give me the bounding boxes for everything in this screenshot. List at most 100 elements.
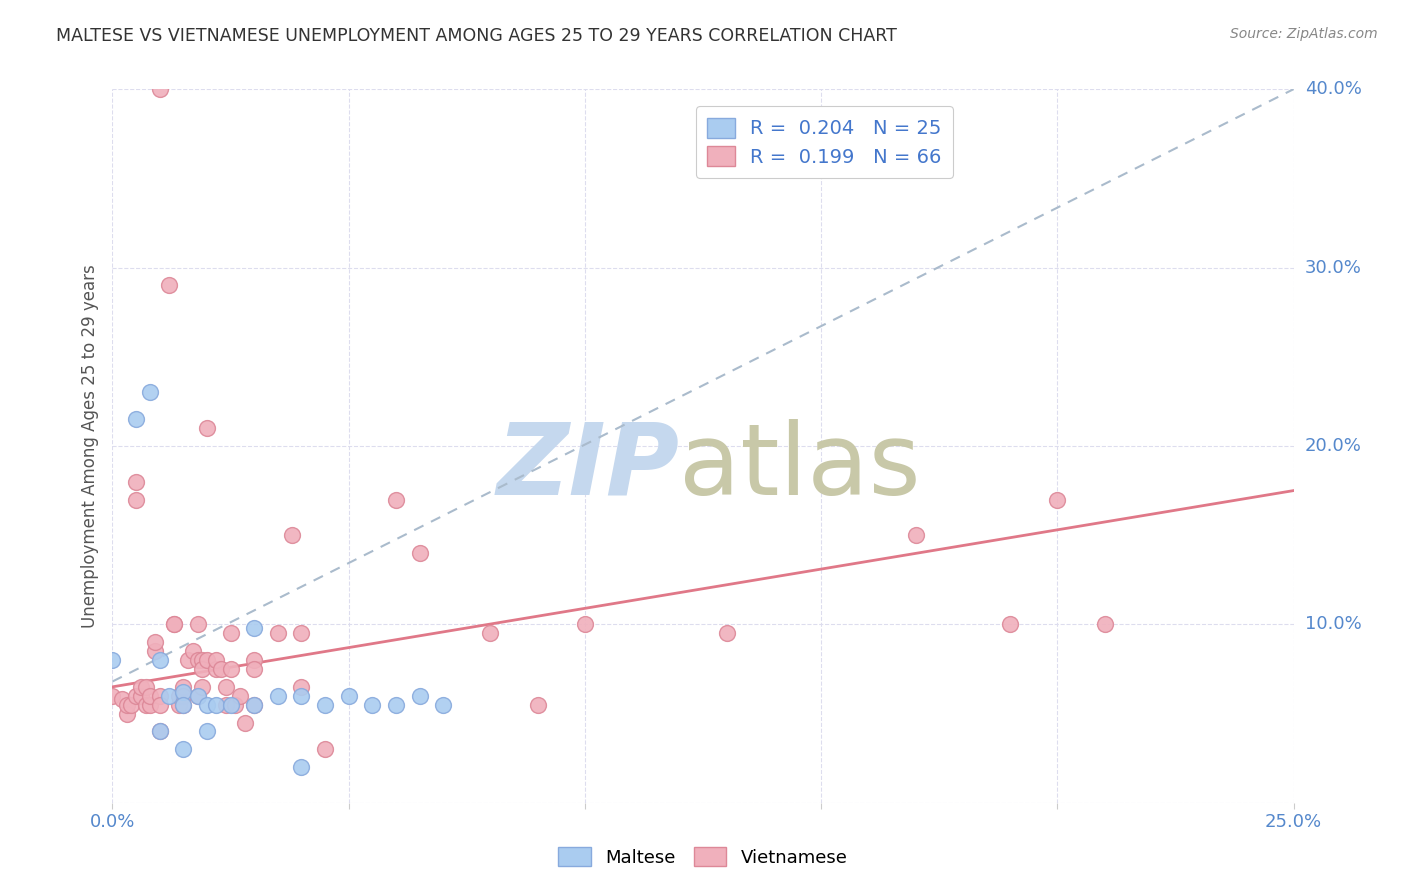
- Point: [337, 689, 360, 703]
- Point: [205, 698, 228, 712]
- Point: [167, 698, 190, 712]
- Point: [281, 528, 304, 542]
- Point: [290, 689, 312, 703]
- Point: [205, 653, 228, 667]
- Point: [120, 698, 142, 712]
- Point: [195, 698, 218, 712]
- Point: [125, 412, 148, 426]
- Text: Source: ZipAtlas.com: Source: ZipAtlas.com: [1230, 27, 1378, 41]
- Point: [290, 680, 312, 694]
- Point: [385, 492, 408, 507]
- Point: [408, 689, 430, 703]
- Point: [149, 82, 172, 96]
- Point: [243, 698, 266, 712]
- Point: [101, 689, 124, 703]
- Point: [229, 689, 252, 703]
- Point: [361, 698, 384, 712]
- Point: [172, 680, 194, 694]
- Point: [479, 626, 502, 640]
- Point: [139, 698, 162, 712]
- Point: [219, 662, 242, 676]
- Point: [172, 698, 194, 712]
- Point: [186, 689, 208, 703]
- Y-axis label: Unemployment Among Ages 25 to 29 years: Unemployment Among Ages 25 to 29 years: [80, 264, 98, 628]
- Point: [129, 689, 152, 703]
- Point: [129, 680, 152, 694]
- Point: [267, 626, 290, 640]
- Point: [186, 653, 208, 667]
- Point: [167, 689, 190, 703]
- Point: [149, 724, 172, 739]
- Point: [135, 680, 157, 694]
- Text: ZIP: ZIP: [496, 419, 679, 516]
- Point: [149, 689, 172, 703]
- Text: 40.0%: 40.0%: [1305, 80, 1361, 98]
- Point: [526, 698, 548, 712]
- Point: [139, 689, 162, 703]
- Legend: Maltese, Vietnamese: Maltese, Vietnamese: [551, 840, 855, 874]
- Point: [125, 475, 148, 489]
- Text: 30.0%: 30.0%: [1305, 259, 1361, 277]
- Point: [101, 653, 124, 667]
- Point: [157, 278, 180, 293]
- Point: [149, 724, 172, 739]
- Point: [1046, 492, 1069, 507]
- Point: [163, 617, 186, 632]
- Point: [998, 617, 1021, 632]
- Text: 20.0%: 20.0%: [1305, 437, 1361, 455]
- Point: [243, 621, 266, 635]
- Point: [408, 546, 430, 560]
- Point: [314, 742, 336, 756]
- Point: [149, 653, 172, 667]
- Point: [125, 492, 148, 507]
- Point: [233, 715, 256, 730]
- Text: atlas: atlas: [679, 419, 921, 516]
- Point: [181, 644, 204, 658]
- Point: [716, 626, 738, 640]
- Point: [172, 742, 194, 756]
- Point: [314, 698, 336, 712]
- Point: [385, 698, 408, 712]
- Point: [191, 653, 214, 667]
- Point: [904, 528, 927, 542]
- Point: [163, 617, 186, 632]
- Point: [115, 706, 138, 721]
- Point: [219, 626, 242, 640]
- Point: [191, 680, 214, 694]
- Point: [243, 662, 266, 676]
- Point: [143, 635, 166, 649]
- Point: [135, 698, 157, 712]
- Point: [267, 689, 290, 703]
- Point: [186, 689, 208, 703]
- Point: [177, 653, 200, 667]
- Text: 10.0%: 10.0%: [1305, 615, 1361, 633]
- Point: [172, 685, 194, 699]
- Point: [432, 698, 454, 712]
- Point: [111, 692, 134, 706]
- Point: [243, 653, 266, 667]
- Point: [172, 698, 194, 712]
- Point: [219, 698, 242, 712]
- Point: [215, 680, 238, 694]
- Point: [209, 662, 232, 676]
- Point: [157, 689, 180, 703]
- Point: [215, 698, 238, 712]
- Point: [574, 617, 596, 632]
- Point: [243, 698, 266, 712]
- Point: [115, 698, 138, 712]
- Point: [195, 421, 218, 435]
- Text: MALTESE VS VIETNAMESE UNEMPLOYMENT AMONG AGES 25 TO 29 YEARS CORRELATION CHART: MALTESE VS VIETNAMESE UNEMPLOYMENT AMONG…: [56, 27, 897, 45]
- Point: [186, 617, 208, 632]
- Point: [1094, 617, 1116, 632]
- Point: [290, 626, 312, 640]
- Point: [290, 760, 312, 774]
- Point: [195, 653, 218, 667]
- Point: [125, 689, 148, 703]
- Point: [224, 698, 246, 712]
- Legend: R =  0.204   N = 25, R =  0.199   N = 66: R = 0.204 N = 25, R = 0.199 N = 66: [696, 106, 953, 178]
- Point: [195, 724, 218, 739]
- Point: [172, 689, 194, 703]
- Point: [143, 644, 166, 658]
- Point: [205, 662, 228, 676]
- Point: [191, 662, 214, 676]
